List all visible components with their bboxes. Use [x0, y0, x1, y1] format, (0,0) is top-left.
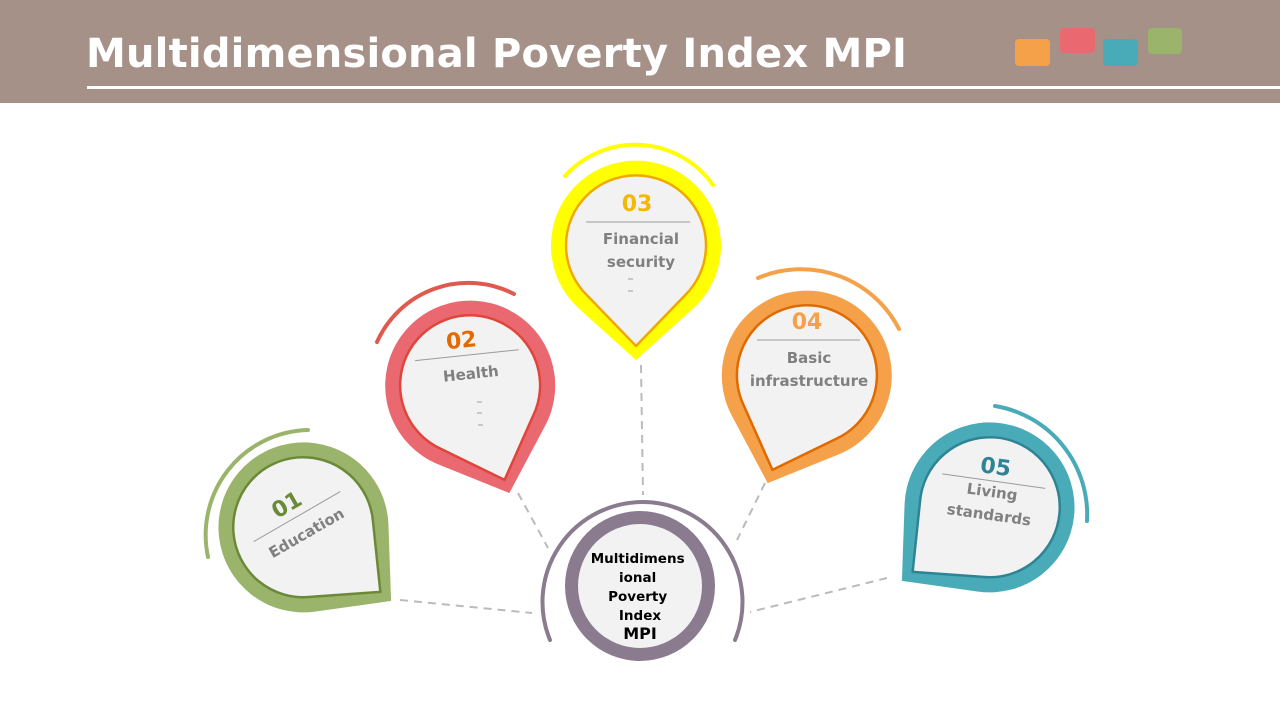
pin-education: 01 Education	[203, 428, 392, 613]
pin-education-arc	[203, 428, 310, 559]
pin-education-divider	[253, 491, 341, 543]
deco-square-green	[1148, 28, 1182, 54]
center-label-line-3: Poverty	[608, 589, 667, 605]
connector-health	[517, 492, 549, 549]
connector-financial	[640, 364, 644, 496]
center-label-line-1: Multidimens	[591, 551, 685, 567]
center-node: Multidimens ional Poverty Index MPI	[540, 500, 745, 661]
pin-financial-label-line-1: Financial	[603, 230, 679, 248]
pin-health-label: Health	[442, 362, 499, 386]
pin-living-arc	[993, 404, 1090, 523]
center-label-line-4: Index	[619, 608, 661, 624]
pin-living-number: 05	[979, 453, 1013, 482]
deco-square-red	[1060, 28, 1095, 53]
pin-health-divider	[415, 349, 519, 362]
pin-health-dashes	[477, 401, 483, 426]
connector-infrastructure	[736, 482, 766, 541]
pin-financial-inner	[564, 174, 708, 348]
center-outer-arc	[540, 500, 745, 642]
center-label-mpi: MPI	[623, 624, 657, 643]
pin-living: 05 Living standards	[901, 404, 1090, 593]
header-bar: Multidimensional Poverty Index MPI	[0, 0, 1280, 103]
pin-financial: 03 Financial security	[551, 142, 721, 361]
connector-living	[749, 577, 888, 613]
pin-financial-arc	[563, 142, 715, 187]
pin-health: 02 Health	[375, 280, 556, 494]
pin-health-inner	[398, 314, 542, 482]
connector-education	[399, 599, 533, 614]
connectors	[399, 364, 888, 614]
pin-infrastructure-label-line-1: Basic	[787, 349, 832, 367]
center-disc	[578, 524, 702, 648]
deco-square-orange	[1015, 39, 1050, 66]
pin-infrastructure: 04 Basic infrastructure	[721, 267, 901, 484]
deco-square-teal	[1103, 39, 1138, 66]
pin-living-divider	[942, 473, 1046, 489]
pin-infrastructure-label-line-2: infrastructure	[750, 372, 868, 390]
pin-education-inner	[231, 455, 382, 599]
svg-text:Multidimens ional: Multidimens ional Poverty Index	[591, 551, 690, 624]
center-label-line-2: ional	[619, 570, 656, 586]
pin-health-arc	[375, 280, 516, 344]
pin-financial-dashes	[628, 278, 633, 292]
pin-living-inner	[911, 435, 1062, 579]
pin-financial-label-line-2: security	[607, 253, 675, 271]
pin-infrastructure-arc	[756, 267, 901, 331]
pin-financial-number: 03	[622, 192, 653, 217]
title-underline	[87, 86, 1280, 89]
pin-health-number: 02	[445, 327, 478, 355]
pin-infrastructure-inner	[735, 304, 879, 472]
page-title: Multidimensional Poverty Index MPI	[86, 31, 908, 77]
pin-infrastructure-number: 04	[792, 310, 823, 335]
